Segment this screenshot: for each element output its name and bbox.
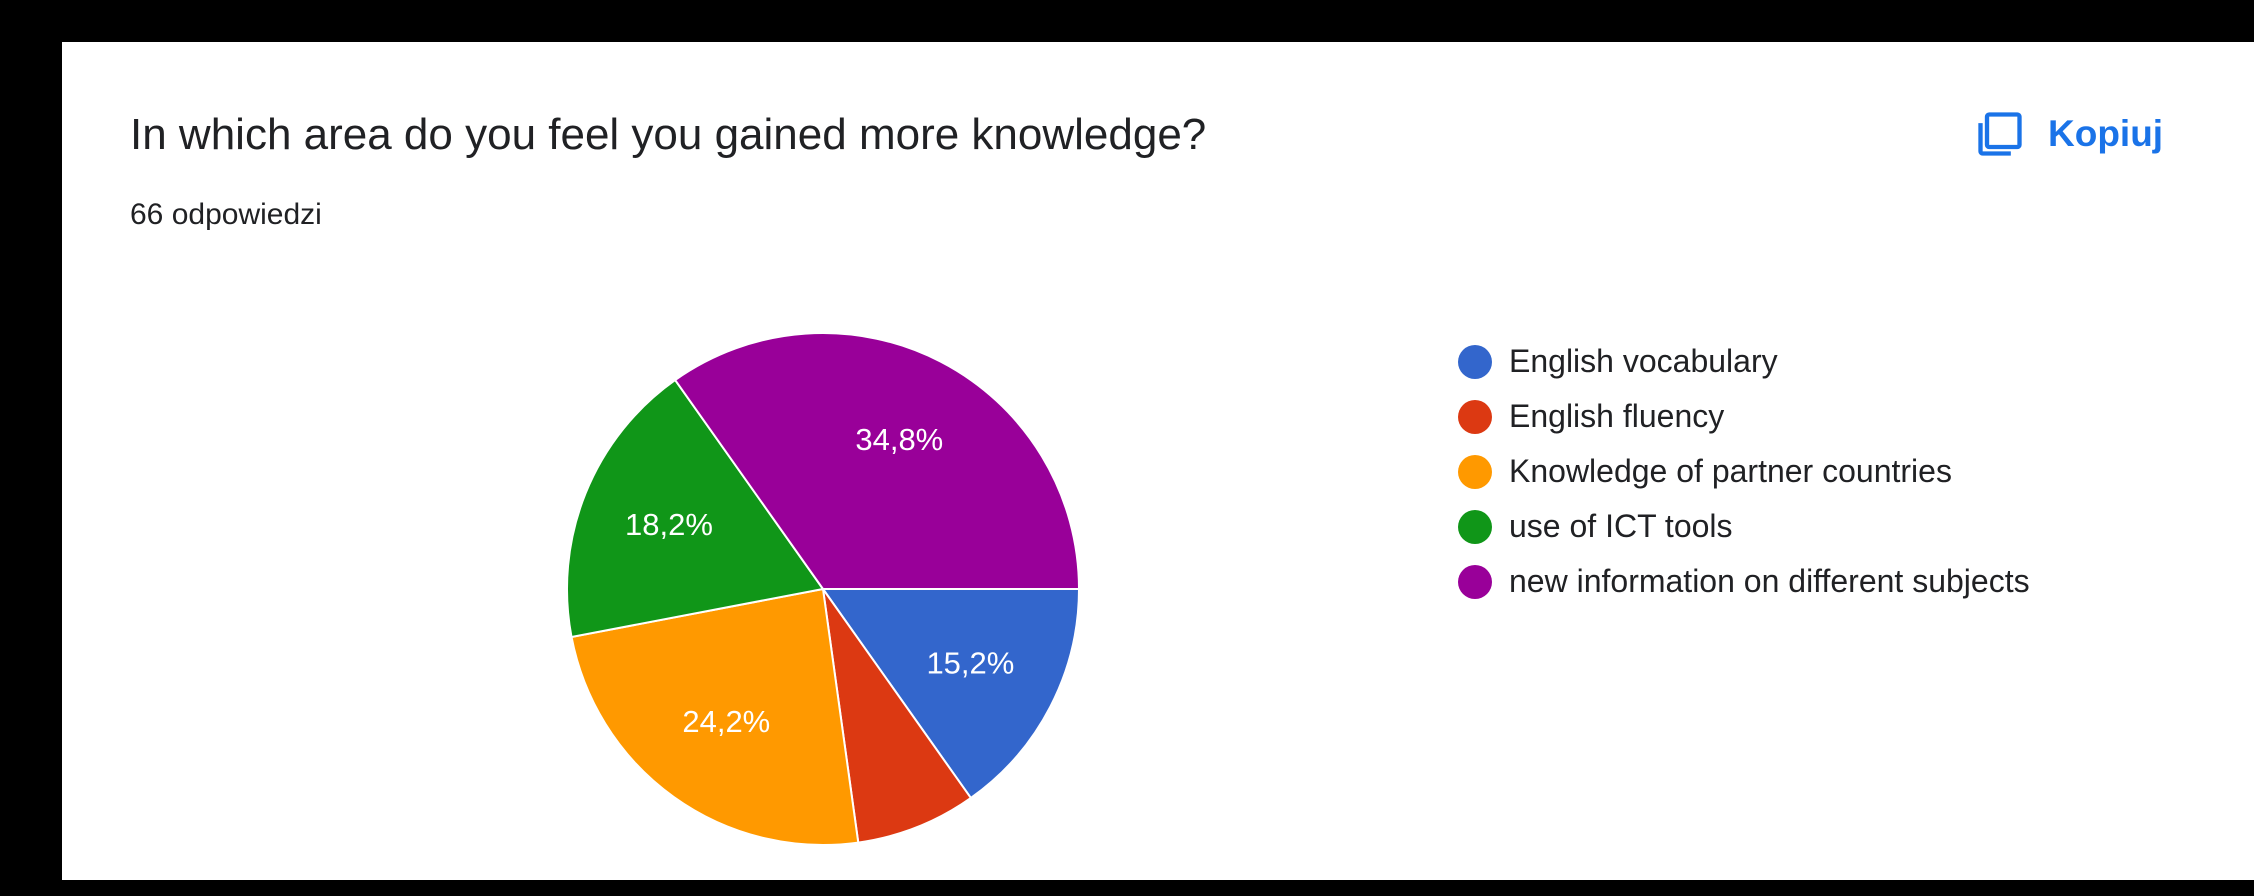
legend-item: new information on different subjects <box>1458 554 2030 609</box>
pie-slice <box>822 588 973 844</box>
pie-slice <box>570 587 860 846</box>
legend-item: English fluency <box>1458 389 2030 444</box>
legend-label: English fluency <box>1509 398 1725 434</box>
chart-legend: English vocabulary English fluency Knowled… <box>1458 334 2030 609</box>
legend-item: use of ICT tools <box>1458 499 2030 554</box>
legend-label: new information on different subjects <box>1509 563 2030 599</box>
slice-label: 34,8% <box>855 422 943 457</box>
chart-title: In which area do you feel you gained mor… <box>130 110 1207 159</box>
legend-label: English vocabulary <box>1509 343 1778 379</box>
copy-icon <box>1974 108 2026 160</box>
chart-card: In which area do you feel you gained mor… <box>62 42 2254 880</box>
copy-button-label: Kopiuj <box>2048 113 2164 154</box>
copy-button[interactable]: Kopiuj <box>1974 98 2163 170</box>
response-count: 66 odpowiedzi <box>130 198 322 231</box>
legend-swatch <box>1458 509 1492 544</box>
slice-label: 24,2% <box>682 704 770 739</box>
legend-item: English vocabulary <box>1458 334 2030 389</box>
pie-chart: 15,2% 24,2% 18,2% 34,8% <box>566 332 1081 846</box>
legend-swatch <box>1458 454 1492 489</box>
pie-slice <box>673 332 1081 590</box>
slice-label: 15,2% <box>926 645 1014 680</box>
legend-label: Knowledge of partner countries <box>1509 453 1952 489</box>
pie-slice <box>566 378 825 639</box>
legend-swatch <box>1458 344 1492 379</box>
legend-swatch <box>1458 564 1492 599</box>
legend-item: Knowledge of partner countries <box>1458 444 2030 499</box>
legend-swatch <box>1458 399 1492 434</box>
pie-slice <box>821 588 1081 800</box>
slice-label: 18,2% <box>625 507 713 542</box>
legend-label: use of ICT tools <box>1509 508 1733 544</box>
